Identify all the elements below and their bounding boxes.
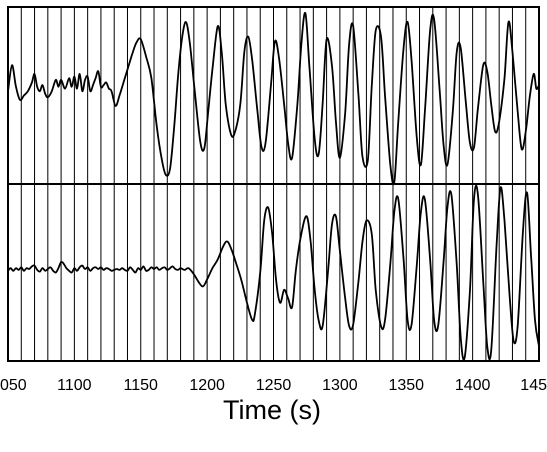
traces (7, 12, 540, 361)
panel-frame-2 (7, 183, 540, 362)
trace-panel-1 (7, 12, 540, 186)
panel-frames (7, 6, 540, 362)
x-tick-label: 050 (0, 377, 27, 394)
x-tick-label: 1150 (124, 377, 159, 394)
x-axis-title: Time (s) (223, 395, 321, 425)
x-tick-label: 1400 (455, 377, 491, 394)
x-tick-label: 1300 (322, 377, 358, 394)
x-tick-label: 1350 (388, 377, 424, 394)
x-tick-label: 1250 (256, 377, 292, 394)
x-tick-label: 1100 (57, 377, 92, 394)
x-tick-label: 1200 (189, 377, 225, 394)
x-axis-ticks: 050 1100 1150 1200 1250 1300 1350 1400 145 (0, 377, 547, 394)
x-tick-label: 145 (520, 377, 547, 394)
trace-panel-2 (7, 184, 540, 361)
